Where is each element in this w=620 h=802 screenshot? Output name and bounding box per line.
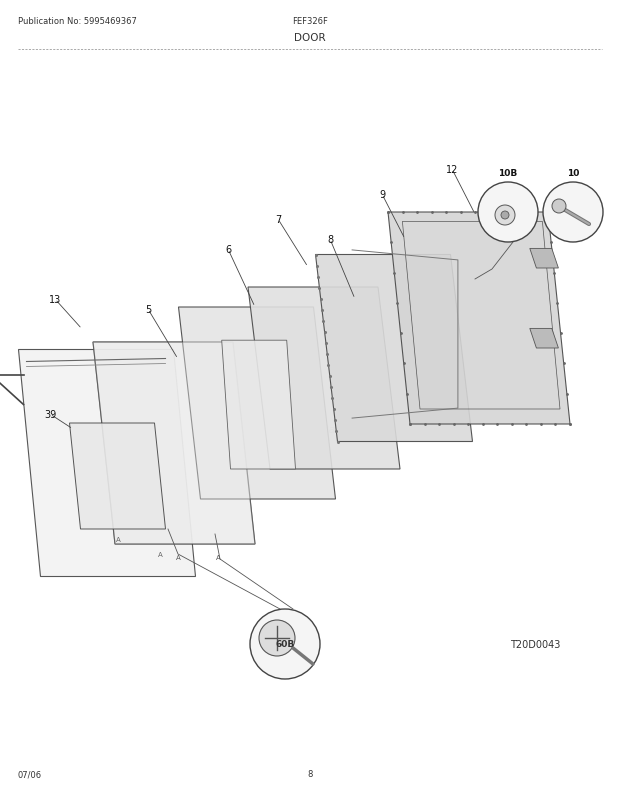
Text: 7: 7 (275, 215, 281, 225)
Circle shape (478, 183, 538, 243)
Polygon shape (248, 288, 400, 469)
Polygon shape (93, 342, 255, 545)
Polygon shape (316, 255, 472, 442)
Circle shape (250, 610, 320, 679)
Circle shape (552, 200, 566, 214)
Text: 39: 39 (44, 410, 56, 419)
Circle shape (543, 183, 603, 243)
Text: A: A (115, 537, 120, 542)
Text: 6: 6 (225, 245, 231, 255)
Text: T20D0043: T20D0043 (510, 639, 560, 649)
Text: 9: 9 (379, 190, 385, 200)
Polygon shape (530, 329, 559, 349)
Polygon shape (19, 350, 195, 577)
Polygon shape (179, 308, 335, 500)
Text: DOOR: DOOR (294, 33, 326, 43)
Text: 13: 13 (49, 294, 61, 305)
Text: 10B: 10B (498, 168, 518, 178)
Text: FEF326F: FEF326F (292, 18, 328, 26)
Polygon shape (222, 341, 296, 469)
Text: Publication No: 5995469367: Publication No: 5995469367 (18, 18, 137, 26)
Polygon shape (69, 423, 166, 529)
Circle shape (501, 212, 509, 220)
Text: 60B: 60B (275, 640, 294, 649)
Text: 07/06: 07/06 (18, 770, 42, 779)
Text: 5: 5 (145, 305, 151, 314)
Text: 12: 12 (446, 164, 458, 175)
Text: 8: 8 (327, 235, 333, 245)
Text: A: A (175, 554, 180, 561)
Text: 8: 8 (308, 770, 312, 779)
Text: eReplacementParts.com: eReplacementParts.com (242, 424, 378, 435)
Text: 10: 10 (567, 168, 579, 178)
Polygon shape (530, 249, 559, 269)
Circle shape (259, 620, 295, 656)
Text: A: A (216, 554, 220, 561)
Circle shape (495, 206, 515, 225)
Polygon shape (388, 213, 570, 424)
Polygon shape (93, 342, 255, 545)
Text: A: A (157, 551, 162, 557)
